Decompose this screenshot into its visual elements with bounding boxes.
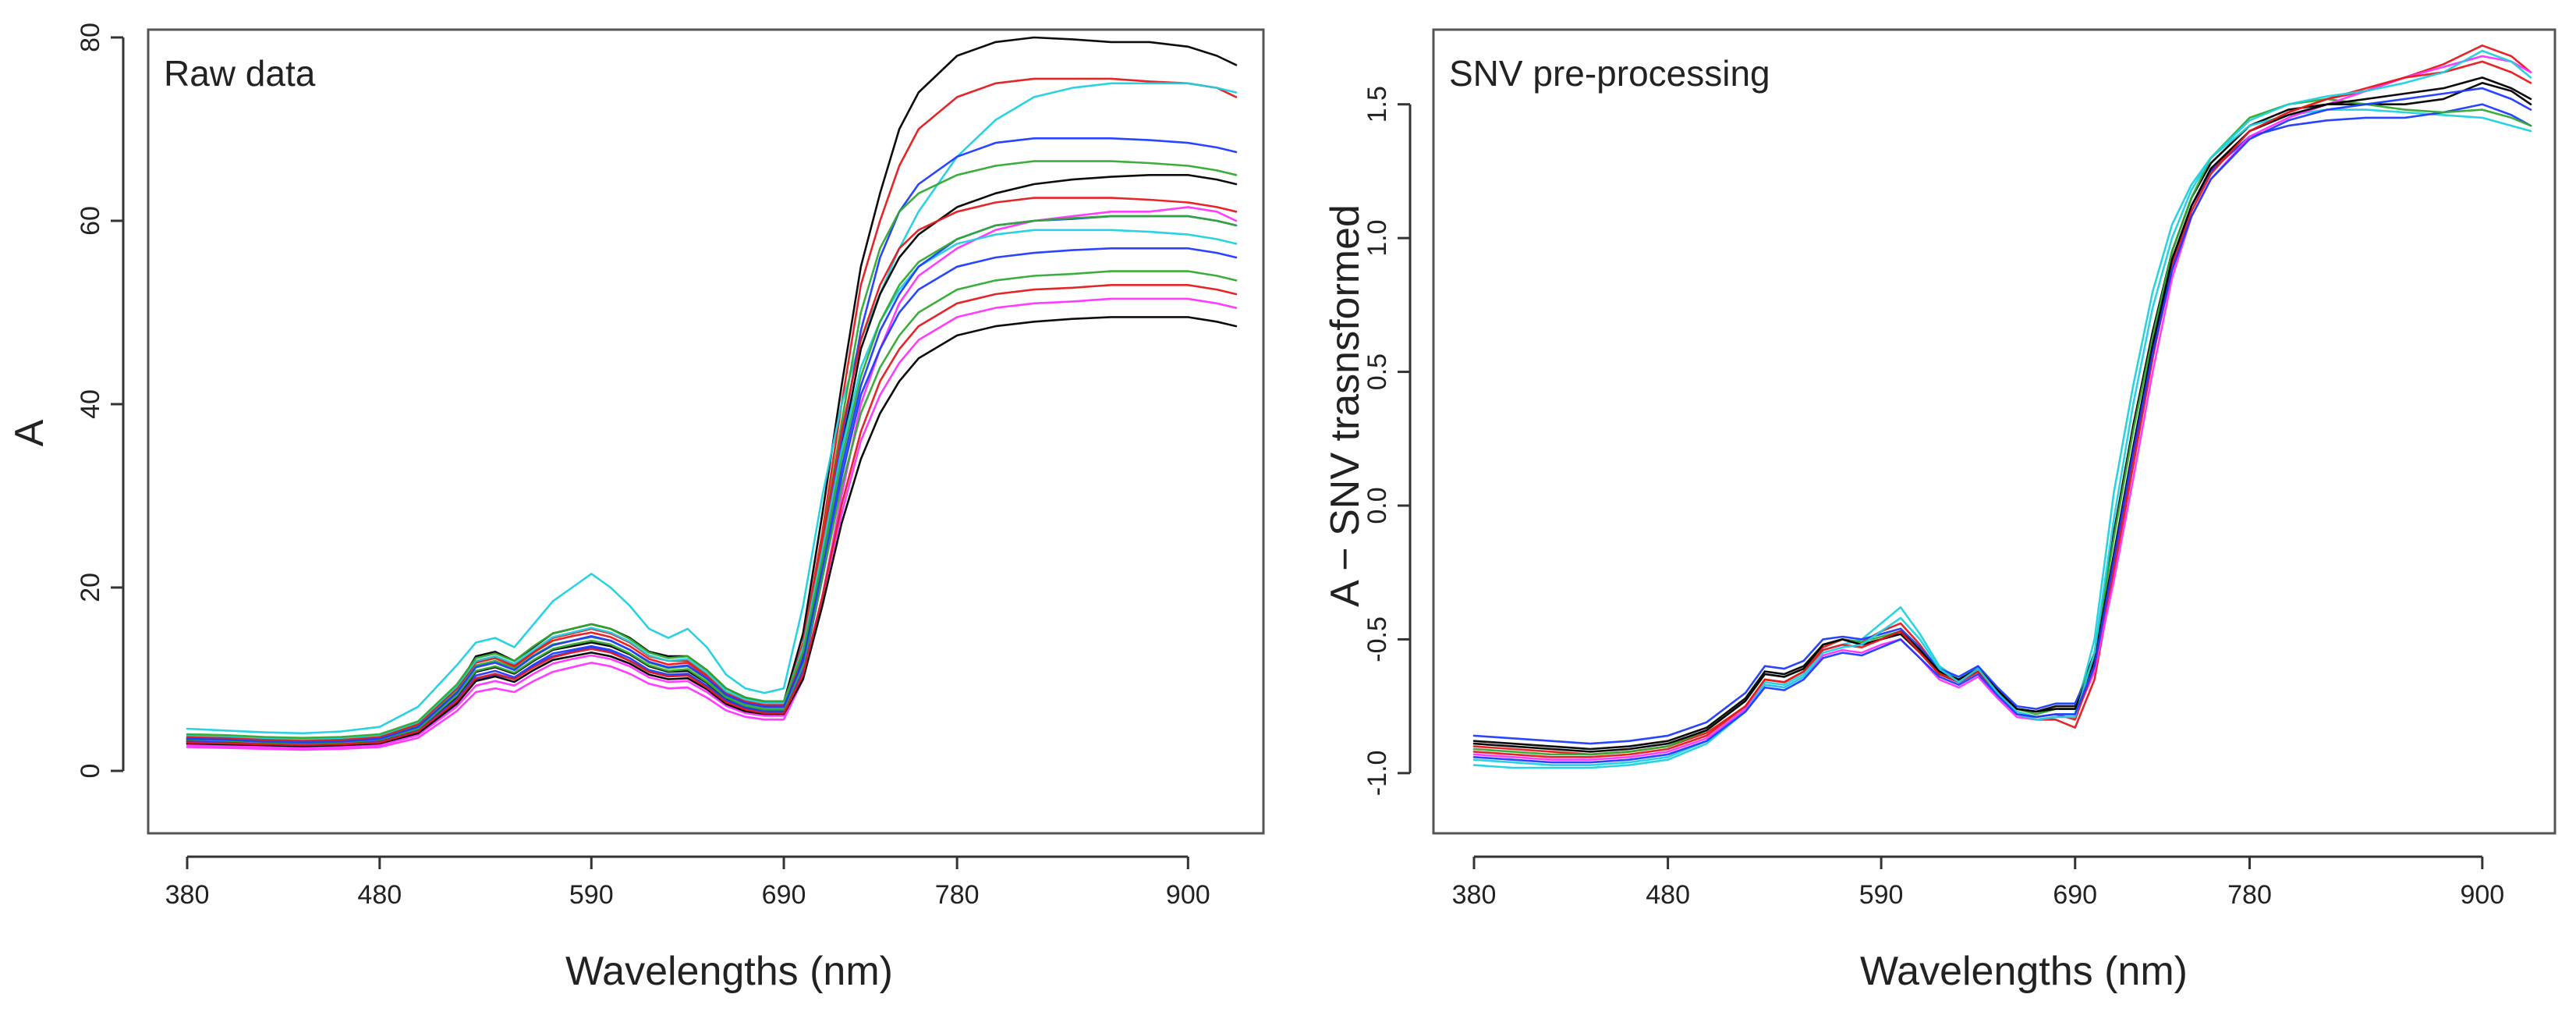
raw-data-y-tick-label: 60 — [76, 206, 105, 236]
raw-data-spectrum-line-10 — [186, 247, 1238, 747]
raw-data-plot-frame — [147, 28, 1265, 835]
snv-spectrum-line-2 — [1472, 44, 2532, 756]
raw-data-x-tick-label: 690 — [762, 880, 806, 910]
snv-x-axis-title: Wavelengths (nm) — [1860, 949, 2188, 994]
snv-x-tick-label: 590 — [1859, 880, 1904, 910]
snv-y-tick-label: 1.0 — [1362, 220, 1392, 257]
raw-data-y-tick-label: 80 — [76, 23, 105, 52]
snv-spectrum-line-5 — [1472, 98, 2532, 756]
raw-data-panel-title: Raw data — [164, 53, 316, 94]
raw-data-y-tick-label: 40 — [76, 389, 105, 419]
raw-data-y-axis-title: A — [7, 419, 52, 446]
snv-x-tick-label: 380 — [1452, 880, 1497, 910]
raw-data-y-tick-label: 0 — [76, 764, 105, 779]
snv-spectrum-line-4 — [1472, 103, 2532, 745]
raw-data-x-axis-title: Wavelengths (nm) — [565, 949, 893, 994]
raw-data-marks: 380 480 590 690 780 900 0 20 40 60 80 — [76, 23, 1238, 910]
snv-spectrum-line-8 — [1472, 60, 2532, 758]
raw-data-spectrum-line-6 — [186, 206, 1238, 751]
raw-data-x-tick-label: 780 — [935, 880, 980, 910]
snv-panel-title: SNV pre-processing — [1449, 53, 1770, 94]
raw-data-spectrum-line-9 — [186, 229, 1238, 740]
snv-x-tick-label: 480 — [1646, 880, 1690, 910]
raw-data-spectrum-line-7 — [186, 174, 1238, 746]
snv-spectrum-line-9 — [1472, 49, 2532, 769]
raw-data-spectrum-line-16 — [186, 215, 1238, 740]
snv-y-axis-title: A − SNV trasnsformed — [1323, 204, 1368, 607]
raw-data-x-tick-label: 590 — [569, 880, 614, 910]
snv-spectrum-line-6 — [1472, 55, 2532, 762]
snv-plot-frame — [1432, 28, 2557, 835]
snv-marks: 380 480 590 690 780 900 -1.0 -0.5 0.0 0.5 1.0 1.5 — [1362, 44, 2532, 910]
raw-data-panel: Raw data Wavelengths (nm) A 380 480 590 690… — [7, 23, 1265, 994]
snv-x-tick-label: 780 — [2227, 880, 2272, 910]
raw-data-spectrum-line-3 — [186, 82, 1238, 735]
raw-data-y-tick-label: 20 — [76, 573, 105, 602]
snv-y-tick-label: -0.5 — [1362, 616, 1392, 662]
snv-y-tick-label: 0.5 — [1362, 353, 1392, 390]
raw-data-spectrum-line-13 — [186, 316, 1238, 747]
snv-spectrum-line-1 — [1472, 82, 2532, 751]
raw-data-spectrum-line-15 — [186, 215, 1238, 744]
raw-data-x-tick-label: 480 — [357, 880, 402, 910]
snv-y-tick-label: -1.0 — [1362, 751, 1392, 797]
snv-panel: SNV pre-processing Wavelengths (nm) A − … — [1323, 28, 2557, 994]
raw-data-x-tick-label: 380 — [165, 880, 210, 910]
snv-spectrum-line-3 — [1472, 108, 2532, 766]
snv-spectrum-line-7 — [1472, 76, 2532, 753]
snv-x-tick-label: 690 — [2053, 880, 2097, 910]
raw-data-x-tick-label: 900 — [1166, 880, 1210, 910]
snv-y-tick-label: 1.5 — [1362, 86, 1392, 122]
raw-data-spectrum-line-12 — [186, 297, 1238, 749]
raw-data-spectrum-line-8 — [186, 197, 1238, 742]
snv-spectrum-line-10 — [1472, 87, 2532, 764]
raw-data-spectrum-line-14 — [186, 283, 1238, 747]
raw-data-spectrum-line-1 — [186, 36, 1238, 744]
snv-x-tick-label: 900 — [2460, 880, 2504, 910]
snv-y-tick-label: 0.0 — [1362, 487, 1392, 524]
raw-data-spectrum-line-11 — [186, 270, 1238, 745]
